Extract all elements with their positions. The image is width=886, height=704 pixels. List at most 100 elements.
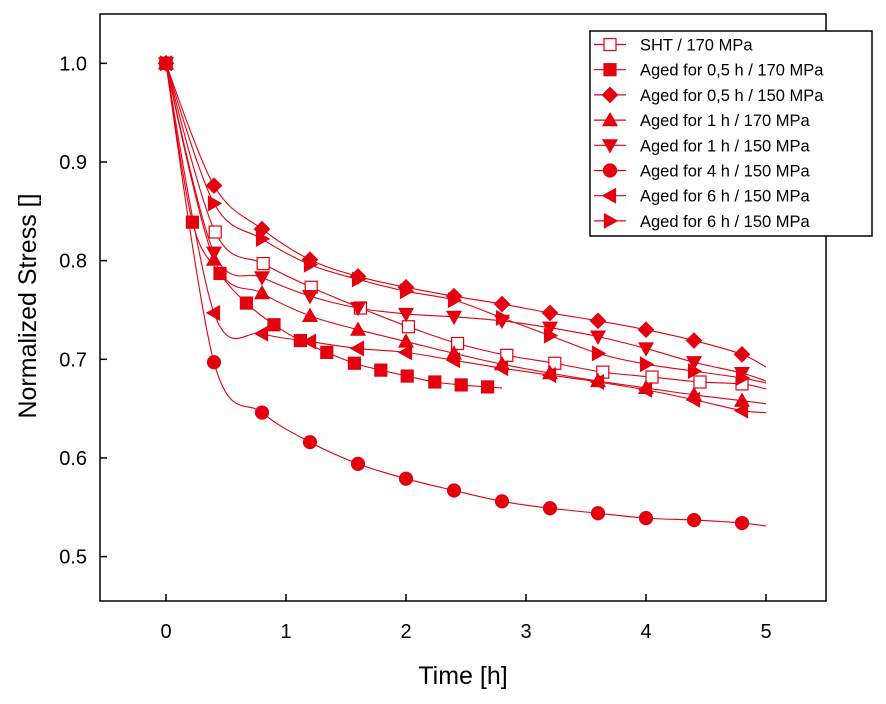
legend-marker — [601, 86, 619, 104]
data-point-series-7 — [207, 195, 223, 212]
data-point-series-5 — [206, 355, 222, 370]
data-point-series-4 — [589, 330, 607, 345]
data-point-series-6 — [733, 402, 749, 419]
fit-curve-series-7 — [165, 63, 767, 384]
legend-marker — [601, 139, 619, 154]
data-point-series-0 — [401, 320, 415, 334]
x-tick-label: 3 — [520, 621, 531, 643]
axes — [99, 13, 827, 602]
data-point-series-1 — [454, 378, 468, 392]
y-tick-label: 0.8 — [59, 251, 87, 273]
x-tick-label: 4 — [640, 621, 651, 643]
data-point-series-0 — [208, 225, 222, 239]
data-point-series-1 — [267, 318, 281, 332]
data-point-series-7 — [399, 283, 415, 300]
data-point-series-5 — [446, 483, 462, 498]
data-point-series-4 — [397, 307, 415, 323]
data-point-series-1 — [347, 356, 361, 370]
data-point-series-5 — [542, 501, 558, 516]
legend-marker — [603, 212, 619, 229]
y-axis-title: Normalized Stress [] — [14, 193, 42, 418]
data-point-series-1 — [239, 296, 253, 310]
y-axis-ticks: 0.5 0.6 0.7 0.8 0.9 1.0 — [59, 53, 107, 569]
legend-box — [589, 30, 873, 237]
data-point-series-4 — [253, 271, 271, 286]
data-point-series-0 — [645, 370, 659, 384]
data-point-series-4 — [301, 290, 319, 305]
x-axis-title: Time [h] — [418, 662, 507, 690]
legend: SHT / 170 MPa Aged for 0,5 h / 170 MPa Age… — [589, 30, 873, 237]
legend-items: SHT / 170 MPa Aged for 0,5 h / 170 MPa Age… — [594, 37, 824, 231]
data-point-series-3 — [253, 284, 271, 300]
data-point-series-2 — [733, 346, 751, 363]
data-point-series-6 — [205, 304, 221, 321]
data-point-series-7 — [687, 363, 703, 380]
data-point-series-1 — [374, 363, 388, 377]
data-point-series-5 — [398, 471, 414, 486]
data-point-series-3 — [349, 321, 367, 336]
plot-frame — [99, 13, 827, 602]
data-point-series-6 — [493, 360, 509, 377]
data-point-series-1 — [213, 266, 227, 281]
data-point-series-6 — [397, 344, 413, 361]
legend-label: Aged for 0,5 h / 170 MPa — [640, 62, 824, 80]
data-point-series-6 — [445, 352, 461, 369]
data-point-series-0 — [256, 256, 270, 271]
legend-marker — [603, 63, 617, 77]
data-point-series-6 — [349, 340, 365, 357]
data-point-series-5 — [638, 511, 654, 526]
data-point-series-7 — [543, 327, 559, 344]
y-tick-label: 0.5 — [59, 547, 87, 569]
data-point-series-1 — [428, 375, 442, 389]
data-point-series-1 — [400, 369, 414, 383]
x-tick-label: 1 — [280, 621, 291, 643]
data-point-series-7 — [303, 256, 319, 273]
legend-marker — [601, 187, 617, 204]
data-point-series-1 — [320, 345, 334, 359]
data-point-series-6 — [589, 373, 605, 391]
data-point-series-2 — [541, 304, 559, 322]
data-point-series-2 — [589, 312, 607, 330]
data-point-series-5 — [302, 435, 318, 450]
x-axis-ticks: 0 1 2 3 4 5 — [160, 594, 772, 643]
markers — [157, 54, 751, 531]
y-tick-label: 0.6 — [59, 448, 87, 470]
data-point-series-7 — [735, 370, 751, 387]
data-point-series-4 — [445, 310, 463, 326]
data-point-series-0 — [693, 375, 707, 389]
legend-label: Aged for 1 h / 170 MPa — [640, 112, 811, 130]
data-point-series-2 — [493, 295, 511, 313]
x-tick-label: 2 — [400, 621, 411, 643]
data-point-series-4 — [541, 321, 559, 336]
data-point-series-7 — [591, 345, 607, 362]
legend-marker — [602, 163, 618, 178]
data-point-series-4 — [349, 301, 367, 317]
data-point-series-3 — [397, 333, 415, 348]
x-tick-label: 0 — [160, 621, 171, 643]
data-point-series-5 — [350, 456, 366, 471]
legend-label: Aged for 6 h / 150 MPa — [640, 213, 811, 231]
data-point-series-3 — [301, 307, 319, 322]
data-point-series-2 — [685, 332, 703, 349]
data-point-series-1 — [185, 215, 199, 229]
data-point-series-6 — [301, 333, 317, 350]
data-point-series-7 — [159, 55, 175, 72]
data-point-series-7 — [255, 230, 271, 247]
data-point-series-7 — [447, 292, 463, 309]
data-point-series-6 — [637, 381, 653, 398]
data-point-series-4 — [685, 356, 703, 371]
legend-marker — [603, 37, 617, 52]
data-point-series-4 — [205, 246, 223, 261]
data-point-series-5 — [734, 515, 750, 531]
data-point-series-6 — [685, 391, 701, 408]
legend-label: Aged for 6 h / 150 MPa — [640, 188, 811, 206]
y-tick-label: 1.0 — [59, 53, 87, 75]
legend-label: SHT / 170 MPa — [640, 37, 753, 55]
fit-curve-series-2 — [165, 63, 767, 368]
data-point-series-5 — [686, 513, 702, 528]
data-point-series-7 — [495, 309, 511, 326]
data-point-series-5 — [494, 494, 510, 509]
legend-label: Aged for 1 h / 150 MPa — [640, 137, 811, 155]
